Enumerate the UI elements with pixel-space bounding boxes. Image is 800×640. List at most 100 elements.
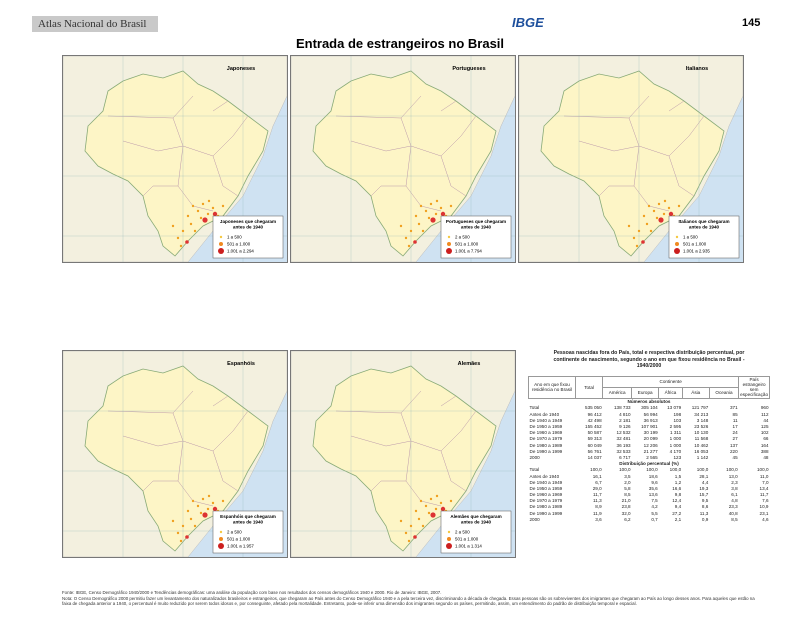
cell: 6,7 xyxy=(595,479,602,485)
cell: 112 xyxy=(761,411,769,417)
cell: 12,4 xyxy=(672,498,682,504)
cell: 1,5 xyxy=(674,473,682,479)
legend-label: 1.001 a 7.794 xyxy=(455,249,482,254)
cell: 59 313 xyxy=(587,436,602,442)
cell: 0,7 xyxy=(651,516,658,522)
row-label: Total xyxy=(529,467,540,473)
cell: 27,2 xyxy=(672,510,682,516)
cell: 960 xyxy=(760,405,769,411)
cell: 11,0 xyxy=(759,473,769,479)
column-header: País estrangeiro sem especificação xyxy=(738,375,770,399)
map: Alemães Alemães que chegaram antes de 1940… xyxy=(290,350,516,558)
cell: 11,3 xyxy=(699,510,709,516)
legend-label: 1.001 a 1.957 xyxy=(227,544,254,549)
cell: 36 913 xyxy=(643,417,658,423)
cell: 8,5 xyxy=(624,492,631,498)
cell: 42 498 xyxy=(587,417,602,423)
row-label: De 1950 a 1959 xyxy=(529,485,563,491)
row-label: De 1940 a 1949 xyxy=(529,417,563,423)
cell: 8,6 xyxy=(701,504,709,510)
legend-symbol xyxy=(219,235,223,239)
title: Entrada de estrangeiros no Brasil xyxy=(295,36,505,51)
cell: 12 532 xyxy=(616,430,631,436)
header-row: Ano em que fixou residência no Brasil Tot… xyxy=(528,375,770,399)
cell: 1 142 xyxy=(696,454,709,460)
legend-title: Japoneses que chegaram antes de 1940 xyxy=(220,219,276,230)
row-label: De 1980 a 1989 xyxy=(529,504,563,510)
source: Fonte: IBGE, Censo Demográfico 1940/2000… xyxy=(62,590,442,595)
cell: 4,4 xyxy=(701,479,709,485)
cell: 6,1 xyxy=(731,492,738,498)
table-row: De 1980 a 1989 8,9 23,8 4,2 9,4 8,6 23,3 10,9 xyxy=(529,504,770,510)
cell: 56 994 xyxy=(643,411,658,417)
cell: 107 901 xyxy=(641,424,658,430)
column-header: África xyxy=(658,386,683,399)
legend-symbol xyxy=(218,543,224,549)
cell: 17 xyxy=(732,424,738,430)
row-header: Ano em que fixou residência no Brasil xyxy=(528,375,576,399)
cell: 27 xyxy=(732,436,738,442)
cell: 56 761 xyxy=(587,448,602,454)
cell: 8,5 xyxy=(731,516,738,522)
cell: 1 000 xyxy=(669,442,682,448)
cell: 32,0 xyxy=(621,510,631,516)
row-label: Antes de 1940 xyxy=(529,473,560,479)
row-label: 2000 xyxy=(529,516,540,522)
cell: 12 206 xyxy=(643,442,658,448)
legend: Japoneses que chegaram antes de 1940 1 a 5… xyxy=(212,215,284,259)
cell: 198 xyxy=(673,411,682,417)
table-row: Total 100,0 100,0 100,0 100,0 100,0 100,0 100,0 xyxy=(529,467,770,473)
cell: 100,0 xyxy=(757,467,769,473)
cell: 7,5 xyxy=(651,498,658,504)
map-svg: Portugueses Portugueses que chegaram antes… xyxy=(291,56,515,262)
cell: 3 148 xyxy=(696,417,709,423)
cell: 121 797 xyxy=(691,405,709,411)
legend-label: 1 a 500 xyxy=(227,235,242,240)
cell: 32 481 xyxy=(616,436,631,442)
row-label: De 1960 a 1969 xyxy=(529,492,563,498)
legend-label: 1.001 a 2.294 xyxy=(227,249,254,254)
cell: 11,9 xyxy=(593,510,602,516)
cell: 4 170 xyxy=(669,448,682,454)
cell: 10 130 xyxy=(694,430,709,436)
cell: 2,0 xyxy=(624,479,631,485)
legend-label: 1.001 a 2.935 xyxy=(683,249,710,254)
map-svg: Japoneses Japoneses que chegaram antes de … xyxy=(63,56,287,262)
table-row: Total 535 050 138 733 305 104 13 079 121 797 3… xyxy=(529,405,770,411)
legend-symbol xyxy=(219,537,223,541)
table-title: Pessoas nascidas fora do País, total e r… xyxy=(553,350,745,369)
row-label: De 1950 a 1959 xyxy=(529,424,563,430)
legend-symbol xyxy=(219,242,223,246)
cell: 18,6 xyxy=(648,473,658,479)
legend-symbol xyxy=(446,248,452,254)
cell: 11,7 xyxy=(593,492,602,498)
legend-symbol xyxy=(447,530,451,534)
cell: 1 000 xyxy=(669,436,682,442)
cell: 60 049 xyxy=(587,442,602,448)
table-row: De 1960 a 1969 50 587 12 532 30 199 1 311 10 … xyxy=(529,430,770,436)
cell: 28,1 xyxy=(699,473,709,479)
note: Nota: O Censo Demográfico 2000 permitiu … xyxy=(62,595,755,607)
legend-label: 2 a 500 xyxy=(455,530,470,535)
legend: Italianos que chegaram antes de 1940 1 a 5… xyxy=(668,215,740,259)
cell: 24 xyxy=(732,430,738,436)
map-label: Italianos xyxy=(686,66,708,72)
legend-label: 1.001 a 1.314 xyxy=(455,544,482,549)
column-header: Total xyxy=(574,375,604,399)
legend-label: 2 a 500 xyxy=(455,235,470,240)
cell: 16,1 xyxy=(592,473,602,479)
legend-symbol xyxy=(447,537,451,541)
legend-symbol xyxy=(447,235,451,239)
cell: 1,2 xyxy=(674,479,682,485)
cell: 1 311 xyxy=(670,430,682,436)
legend-label: 501 a 1.000 xyxy=(455,242,479,247)
cell: 10 462 xyxy=(694,442,709,448)
cell: 50 587 xyxy=(587,430,602,436)
cell: 137 xyxy=(730,442,738,448)
map: Japoneses Japoneses que chegaram antes de … xyxy=(62,55,288,263)
cell: 123 xyxy=(673,454,682,460)
legend-title: Espanhóis que chegaram antes de 1940 xyxy=(220,514,276,525)
cell: 85 xyxy=(732,411,738,417)
legend-symbol xyxy=(674,248,680,254)
cell: 48 xyxy=(763,454,769,460)
